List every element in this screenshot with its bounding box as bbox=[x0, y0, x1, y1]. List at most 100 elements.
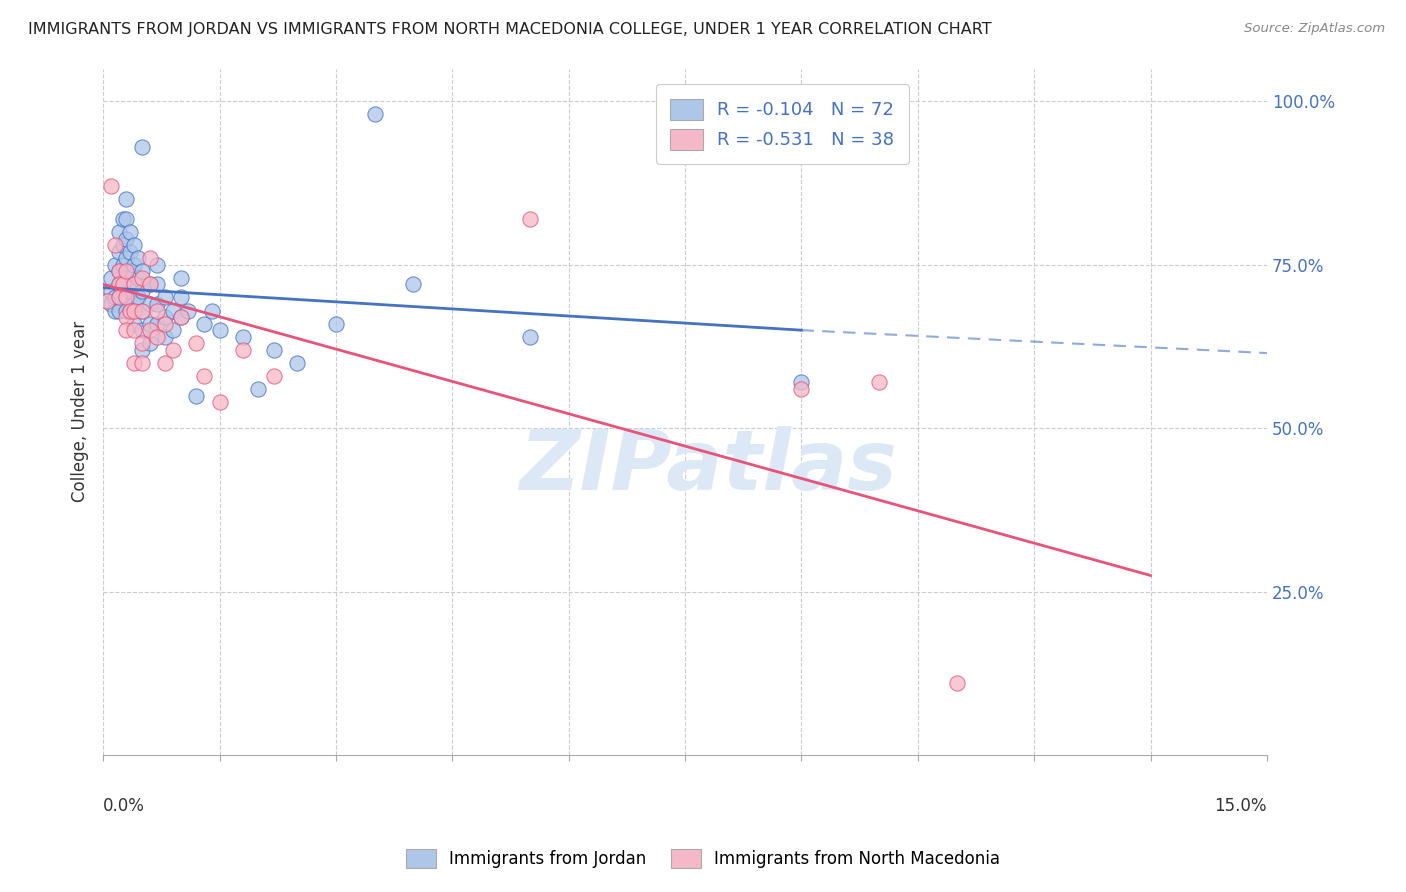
Point bbox=[115, 251, 138, 265]
Point bbox=[146, 329, 169, 343]
Point bbox=[104, 303, 127, 318]
Point bbox=[153, 317, 176, 331]
Point bbox=[111, 258, 134, 272]
Point bbox=[519, 211, 541, 226]
Point bbox=[263, 343, 285, 357]
Point bbox=[100, 179, 122, 194]
Text: 15.0%: 15.0% bbox=[1215, 797, 1267, 814]
Point bbox=[131, 303, 153, 318]
Point bbox=[115, 323, 138, 337]
Point bbox=[115, 264, 138, 278]
Point bbox=[104, 258, 127, 272]
Point bbox=[232, 343, 254, 357]
Point bbox=[170, 310, 193, 324]
Point bbox=[107, 277, 129, 292]
Point bbox=[153, 290, 176, 304]
Point bbox=[115, 231, 138, 245]
Point bbox=[104, 290, 127, 304]
Point bbox=[131, 336, 153, 351]
Point bbox=[100, 297, 122, 311]
Point bbox=[115, 192, 138, 206]
Point bbox=[153, 329, 176, 343]
Point bbox=[122, 323, 145, 337]
Point bbox=[120, 284, 142, 298]
Point bbox=[162, 343, 184, 357]
Point bbox=[263, 368, 285, 383]
Point bbox=[131, 140, 153, 154]
Point bbox=[107, 290, 129, 304]
Point bbox=[115, 270, 138, 285]
Point bbox=[201, 303, 224, 318]
Point bbox=[138, 323, 160, 337]
Point bbox=[170, 270, 193, 285]
Point bbox=[96, 293, 118, 308]
Point bbox=[153, 356, 176, 370]
Point bbox=[138, 251, 160, 265]
Point bbox=[868, 376, 890, 390]
Point bbox=[232, 329, 254, 343]
Point bbox=[186, 336, 208, 351]
Point bbox=[138, 297, 160, 311]
Point bbox=[162, 323, 184, 337]
Text: ZIPatlas: ZIPatlas bbox=[519, 426, 897, 508]
Point bbox=[131, 343, 153, 357]
Point bbox=[115, 290, 138, 304]
Point bbox=[115, 303, 138, 318]
Point bbox=[162, 303, 184, 318]
Legend: R = -0.104   N = 72, R = -0.531   N = 38: R = -0.104 N = 72, R = -0.531 N = 38 bbox=[657, 85, 908, 164]
Point bbox=[208, 395, 231, 409]
Point bbox=[153, 310, 176, 324]
Point bbox=[131, 356, 153, 370]
Point bbox=[111, 277, 134, 292]
Point bbox=[111, 238, 134, 252]
Point bbox=[127, 251, 149, 265]
Point bbox=[177, 303, 200, 318]
Point bbox=[131, 323, 153, 337]
Point bbox=[107, 303, 129, 318]
Point bbox=[131, 270, 153, 285]
Point bbox=[107, 290, 129, 304]
Point bbox=[131, 264, 153, 278]
Point bbox=[170, 290, 193, 304]
Point bbox=[146, 277, 169, 292]
Point bbox=[146, 258, 169, 272]
Point bbox=[120, 303, 142, 318]
Point bbox=[138, 277, 160, 292]
Point bbox=[790, 376, 813, 390]
Point bbox=[127, 290, 149, 304]
Point bbox=[247, 382, 270, 396]
Point bbox=[107, 264, 129, 278]
Y-axis label: College, Under 1 year: College, Under 1 year bbox=[72, 321, 89, 502]
Point bbox=[131, 284, 153, 298]
Point bbox=[100, 284, 122, 298]
Point bbox=[100, 270, 122, 285]
Point bbox=[122, 238, 145, 252]
Point bbox=[208, 323, 231, 337]
Point bbox=[193, 317, 215, 331]
Point bbox=[146, 297, 169, 311]
Point bbox=[120, 303, 142, 318]
Point bbox=[170, 310, 193, 324]
Point bbox=[285, 356, 308, 370]
Legend: Immigrants from Jordan, Immigrants from North Macedonia: Immigrants from Jordan, Immigrants from … bbox=[399, 842, 1007, 875]
Text: Source: ZipAtlas.com: Source: ZipAtlas.com bbox=[1244, 22, 1385, 36]
Point bbox=[186, 388, 208, 402]
Point bbox=[122, 297, 145, 311]
Point bbox=[138, 336, 160, 351]
Point bbox=[122, 277, 145, 292]
Point bbox=[363, 107, 385, 121]
Point bbox=[127, 270, 149, 285]
Point bbox=[115, 290, 138, 304]
Point bbox=[96, 293, 118, 308]
Point bbox=[120, 244, 142, 259]
Text: IMMIGRANTS FROM JORDAN VS IMMIGRANTS FROM NORTH MACEDONIA COLLEGE, UNDER 1 YEAR : IMMIGRANTS FROM JORDAN VS IMMIGRANTS FRO… bbox=[28, 22, 991, 37]
Point bbox=[104, 238, 127, 252]
Point bbox=[790, 382, 813, 396]
Point bbox=[519, 329, 541, 343]
Point bbox=[402, 277, 425, 292]
Point bbox=[122, 317, 145, 331]
Point bbox=[115, 211, 138, 226]
Point bbox=[138, 277, 160, 292]
Point bbox=[325, 317, 347, 331]
Point bbox=[193, 368, 215, 383]
